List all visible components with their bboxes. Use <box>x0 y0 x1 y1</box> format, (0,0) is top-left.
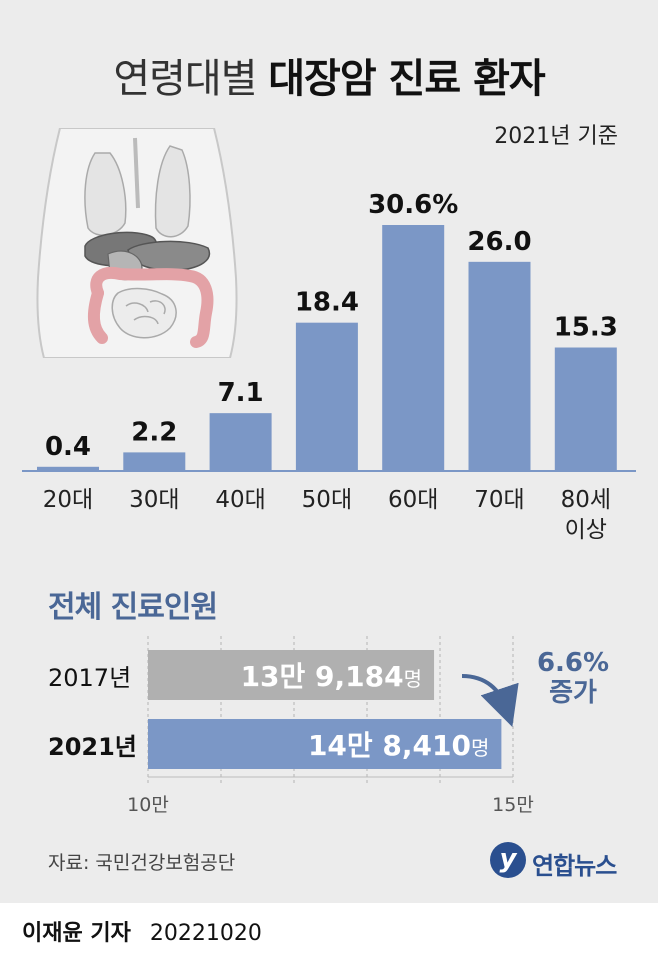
age-category-label: 40대 <box>215 487 265 513</box>
total-bar <box>148 719 502 769</box>
age-category-label: 70대 <box>474 487 524 513</box>
age-bar-value-label: 26.0 <box>467 227 531 257</box>
torso-organs-colon-icon <box>36 128 238 358</box>
age-category-label: 이상 <box>565 517 607 543</box>
age-bar-value-label: 15.3 <box>554 313 618 343</box>
byline: 이재윤 기자 20221020 <box>22 915 262 947</box>
age-category-label: 50대 <box>302 487 352 513</box>
age-bar <box>382 225 445 470</box>
age-bar-value-label: 18.4 <box>295 288 359 318</box>
total-category-label: 2017년 <box>48 664 131 692</box>
logo-mark-icon: y <box>490 842 526 878</box>
age-bar-value-label: 30.6% <box>368 190 458 220</box>
title-light: 연령대별 <box>113 56 257 102</box>
reporter-name: 이재윤 기자 <box>22 921 131 946</box>
increase-label: 증가 <box>549 678 597 708</box>
logo-text: 연합뉴스 <box>532 852 617 880</box>
age-bar <box>123 452 186 470</box>
age-bar <box>554 347 617 470</box>
publish-date: 20221020 <box>149 921 262 946</box>
age-category-label: 60대 <box>388 487 438 513</box>
source-note: 자료: 국민건강보험공단 <box>48 852 236 874</box>
increase-annotation: 6.6% 증가 <box>518 648 628 708</box>
age-bar <box>37 466 99 470</box>
basis-year: 2021년 기준 <box>494 124 618 149</box>
x-tick-label: 10만 <box>127 794 169 816</box>
age-category-label: 80세 <box>561 487 611 513</box>
age-bar <box>209 413 272 470</box>
page-title: 연령대별 대장암 진료 환자 <box>0 46 658 104</box>
age-bar-value-label: 2.2 <box>131 417 177 447</box>
age-category-label: 20대 <box>43 487 93 513</box>
footer <box>0 903 658 955</box>
total-bar-value-label: 14만 8,410명 <box>308 729 489 762</box>
age-bar <box>468 261 531 470</box>
age-bar-value-label: 7.1 <box>218 378 264 408</box>
age-category-label: 30대 <box>129 487 179 513</box>
age-bar-chart: 0.4 20대 2.2 30대 7.1 40대 18.4 50대 30.6% 60대 26.0 70대… <box>22 190 636 543</box>
total-patients-bar-chart: 13만 9,184명 2017년 14만 8,410명 2021년 10만 15만 <box>48 636 534 816</box>
age-bar <box>295 322 358 470</box>
x-tick-label: 15만 <box>492 794 534 816</box>
total-bar-value-label: 13만 9,184명 <box>241 660 422 693</box>
total-bar <box>148 650 435 700</box>
title-bold: 대장암 진료 환자 <box>268 56 545 102</box>
total-patients-title: 전체 진료인원 <box>48 590 218 625</box>
total-category-label: 2021년 <box>48 733 137 761</box>
increase-arrow-icon <box>461 674 519 727</box>
increase-percent: 6.6% <box>536 648 610 678</box>
yonhap-logo: y 연합뉴스 <box>490 840 640 884</box>
age-bar-value-label: 0.4 <box>45 432 91 462</box>
